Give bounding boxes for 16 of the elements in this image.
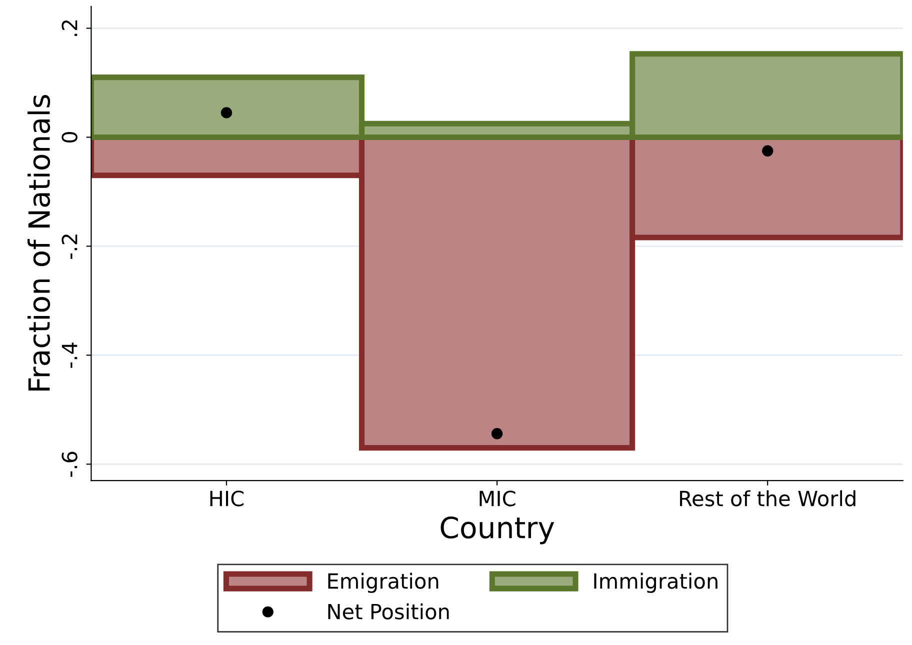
y-tick-label: -.4	[62, 342, 78, 368]
y-tick-label: .2	[62, 20, 78, 36]
legend-label: Immigration	[594, 572, 718, 593]
point	[491, 428, 503, 440]
point	[220, 107, 232, 118]
x-tick-label: HIC	[210, 490, 244, 506]
x-tick-label: Rest of the World	[680, 490, 856, 506]
x-tick-label: MIC	[480, 490, 516, 506]
text: Net Position	[328, 603, 449, 620]
y-tick-label: -.6	[62, 452, 78, 477]
legend-label: Emigration	[328, 572, 438, 593]
y-axis-title: Fraction of Nationals	[28, 95, 50, 391]
x-axis-title: Country	[440, 516, 554, 544]
point	[762, 145, 774, 156]
y-tick-label: -.2	[62, 234, 78, 259]
y-tick-label: 0	[62, 132, 78, 142]
